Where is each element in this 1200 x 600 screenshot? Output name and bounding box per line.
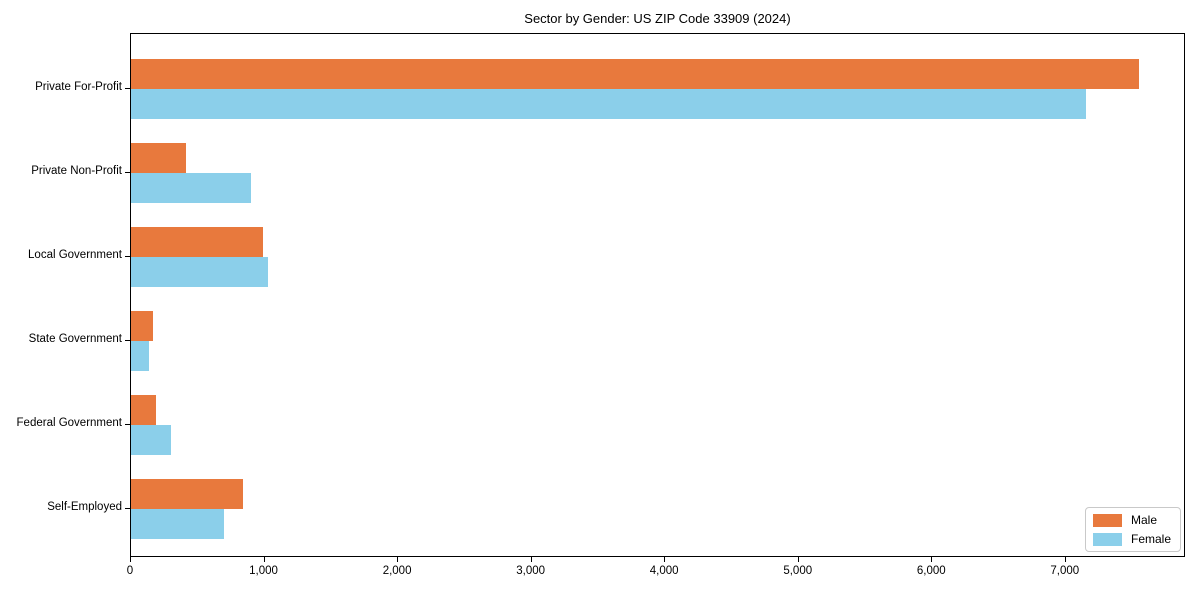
legend-item-female: Female [1092,532,1171,546]
legend-swatch-female [1092,532,1122,546]
x-tick-mark [530,557,532,562]
x-tick-label: 6,000 [916,565,946,577]
x-tick-mark [1064,557,1066,562]
bar-male-1 [131,59,1140,89]
legend-label-male: Male [1130,513,1157,527]
y-axis-label: Federal Government [16,417,122,429]
y-axis-label: Private For-Profit [35,81,122,93]
x-tick-label: 0 [126,565,134,577]
y-axis-label: Private Non-Profit [31,165,122,177]
x-tick-label: 3,000 [516,565,546,577]
bar-female-6 [131,509,225,539]
bar-female-1 [131,89,1086,119]
x-tick-mark [397,557,399,562]
plot-area: Male Female [130,33,1185,557]
x-tick-label: 4,000 [649,565,679,577]
bar-male-4 [131,311,154,341]
legend-item-male: Male [1092,513,1171,527]
bar-female-3 [131,257,268,287]
x-tick-label: 1,000 [249,565,278,577]
x-tick-label: 5,000 [783,565,813,577]
bar-male-6 [131,479,243,509]
bar-female-4 [131,341,150,371]
x-tick-label: 2,000 [382,565,412,577]
x-tick-mark [797,557,799,562]
x-tick-mark [664,557,666,562]
y-axis-label: Local Government [28,249,122,261]
y-tick-mark [125,172,130,173]
x-tick-label: 7,000 [1050,565,1080,577]
y-tick-mark [125,256,130,257]
bar-male-3 [131,227,263,257]
y-tick-mark [125,508,130,509]
bar-male-2 [131,143,186,173]
legend-swatch-male [1092,513,1122,527]
y-axis-label: State Government [28,333,122,345]
chart-title: Sector by Gender: US ZIP Code 33909 (202… [524,11,791,26]
x-tick-mark [931,557,933,562]
bar-male-5 [131,395,157,425]
bar-female-5 [131,425,172,455]
y-axis-label: Self-Employed [47,501,122,513]
y-tick-mark [125,424,130,425]
x-tick-mark [130,557,131,562]
y-tick-mark [125,88,130,89]
legend: Male Female [1084,507,1181,552]
x-tick-mark [263,557,265,562]
y-tick-mark [125,340,130,341]
legend-label-female: Female [1130,532,1171,546]
bar-female-2 [131,173,252,203]
